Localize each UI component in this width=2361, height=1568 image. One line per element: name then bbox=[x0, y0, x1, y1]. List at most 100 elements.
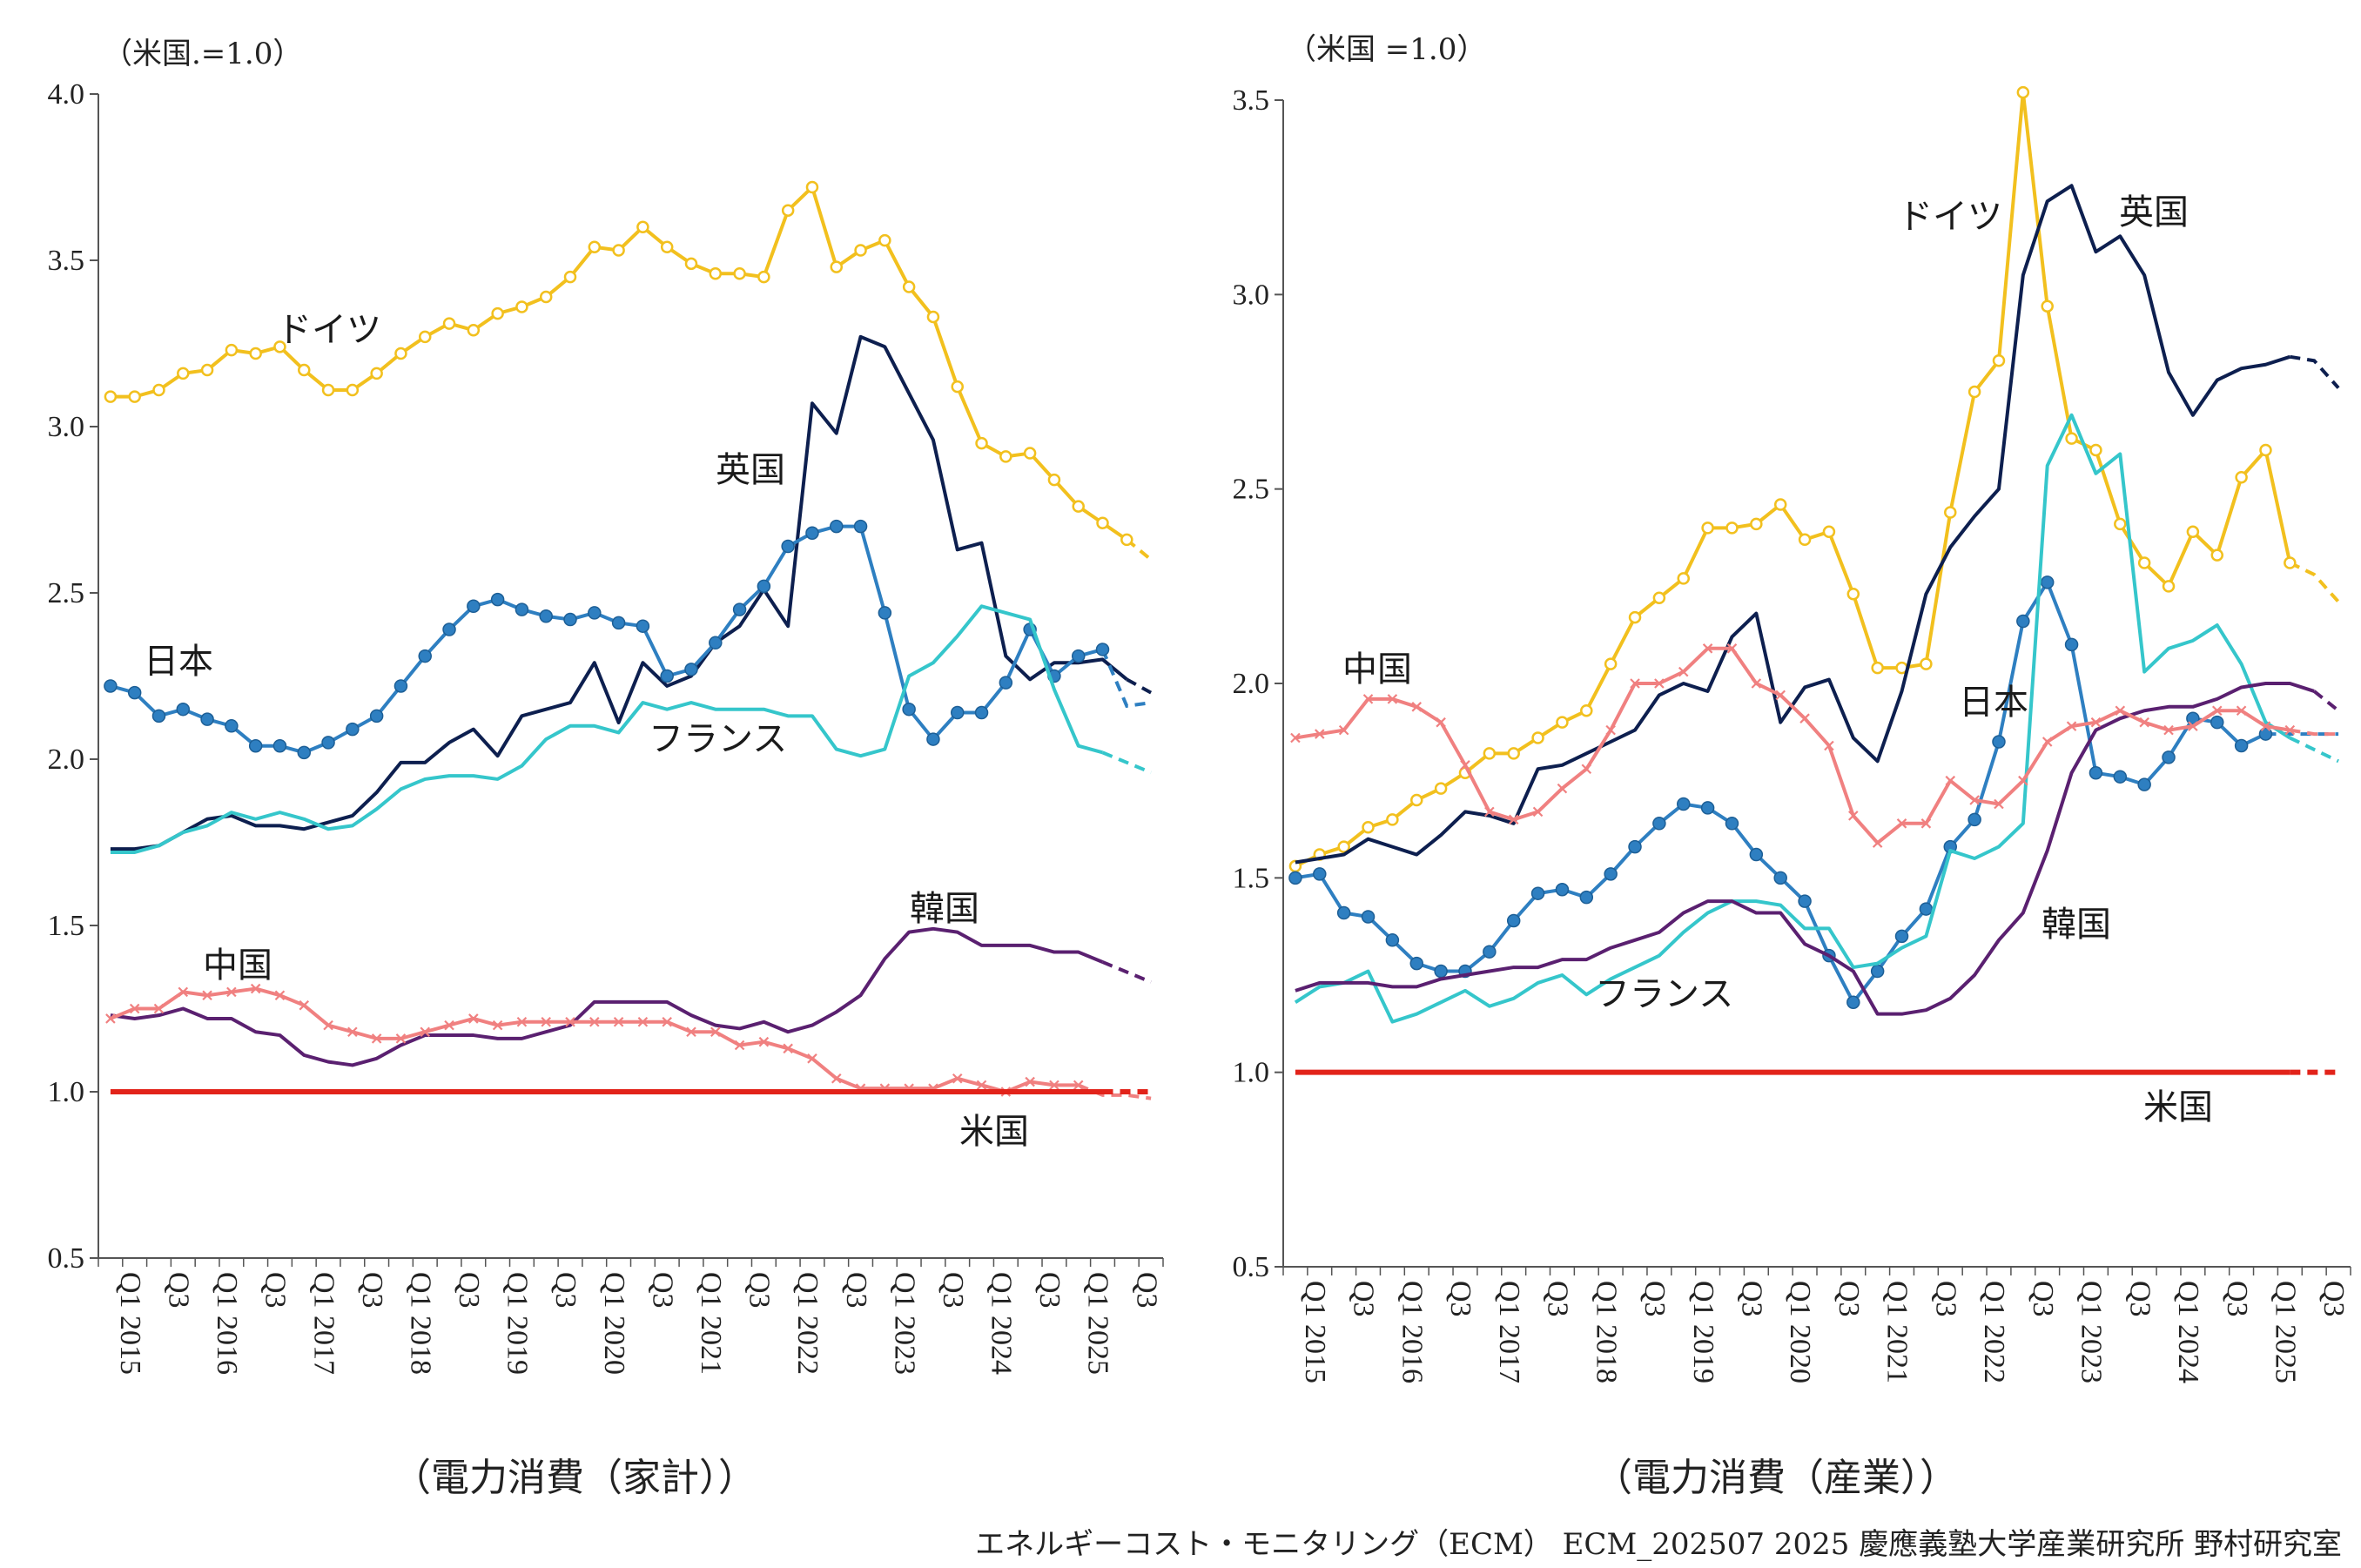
chart-household: 0.5 1.0 1.5 2.0 2.5 3.0 3.5 4.0 Q1 2015 Q3 Q1 2016… bbox=[48, 37, 1164, 1500]
data-point bbox=[1896, 818, 1907, 829]
x-tick-label: Q1 2017 bbox=[1493, 1281, 1525, 1383]
data-point bbox=[1726, 643, 1738, 654]
chart-title: （電力消費（産業）） bbox=[1594, 1456, 1958, 1500]
data-point bbox=[1096, 516, 1109, 530]
x-tick-label: Q1 2024 bbox=[2172, 1281, 2204, 1383]
series-label: 韓国 bbox=[2041, 905, 2111, 945]
data-point bbox=[1095, 643, 1110, 656]
data-point bbox=[1677, 797, 1691, 811]
data-point bbox=[878, 233, 891, 247]
data-point bbox=[781, 204, 795, 217]
series-中国 bbox=[1290, 643, 2339, 848]
data-point bbox=[176, 702, 191, 717]
x-tick-label: Q3 bbox=[2221, 1281, 2253, 1317]
data-point bbox=[490, 592, 505, 607]
data-point bbox=[1700, 801, 1715, 815]
x-tick-label: Q3 bbox=[1735, 1281, 1767, 1317]
data-point bbox=[1605, 724, 1616, 736]
data-point bbox=[394, 679, 408, 693]
data-point bbox=[467, 599, 481, 614]
data-point bbox=[468, 1013, 479, 1024]
data-point bbox=[1725, 817, 1739, 831]
data-point bbox=[2186, 525, 2200, 539]
data-point bbox=[660, 669, 674, 683]
data-point bbox=[370, 367, 383, 380]
x-tick-label: Q1 2024 bbox=[985, 1272, 1018, 1375]
data-point bbox=[2066, 721, 2077, 731]
data-point bbox=[1434, 964, 1448, 979]
data-point bbox=[831, 1073, 842, 1084]
data-point bbox=[1702, 643, 1713, 654]
y-tick-label: 3.5 bbox=[1233, 84, 1270, 117]
data-point bbox=[588, 240, 602, 253]
x-tick-label: Q1 2018 bbox=[1590, 1281, 1622, 1383]
data-point bbox=[975, 436, 988, 450]
data-point bbox=[612, 244, 625, 257]
series-label: 韓国 bbox=[910, 889, 979, 929]
x-tick-label: Q3 bbox=[259, 1272, 292, 1309]
data-point bbox=[1555, 882, 1570, 897]
series-line-projection bbox=[1126, 677, 1153, 695]
data-point bbox=[854, 244, 867, 257]
data-point bbox=[491, 306, 504, 320]
series-label: フランス bbox=[649, 719, 787, 759]
data-point bbox=[1652, 817, 1666, 831]
footer-credit: エネルギーコスト・モニタリング（ECM） ECM_202507 2025 慶應義… bbox=[975, 1527, 2342, 1562]
x-tick-label: Q1 2022 bbox=[791, 1272, 824, 1375]
data-point bbox=[710, 1026, 721, 1038]
data-point bbox=[1919, 902, 1934, 916]
data-point bbox=[732, 602, 747, 616]
chart-title: （電力消費（家計）） bbox=[393, 1456, 757, 1500]
data-point bbox=[758, 1036, 770, 1047]
data-point bbox=[2211, 705, 2223, 717]
data-point bbox=[323, 1020, 333, 1031]
data-point bbox=[2188, 721, 2198, 731]
data-point bbox=[541, 1017, 551, 1027]
data-point bbox=[853, 519, 868, 534]
x-tick-label: Q3 bbox=[1833, 1281, 1865, 1317]
x-tick-label: Q3 bbox=[1542, 1281, 1574, 1317]
series-label: 英国 bbox=[2119, 192, 2189, 232]
data-point bbox=[1628, 839, 1642, 854]
data-point bbox=[1434, 782, 1448, 795]
data-point bbox=[444, 1020, 454, 1031]
data-point bbox=[105, 1013, 116, 1024]
data-point bbox=[974, 705, 989, 720]
data-point bbox=[1798, 894, 1812, 908]
data-point bbox=[1385, 933, 1400, 947]
data-point bbox=[902, 280, 916, 293]
data-point bbox=[636, 619, 650, 633]
chart-industry: 0.5 1.0 1.5 2.0 2.5 3.0 3.5 Q1 2015 Q3 Q1 2016 Q3 Q… bbox=[1233, 32, 2351, 1500]
data-point bbox=[1799, 713, 1810, 723]
data-point bbox=[1409, 956, 1423, 971]
x-tick-label: Q3 bbox=[1033, 1272, 1066, 1309]
data-point bbox=[660, 240, 674, 253]
data-point bbox=[1530, 886, 1545, 900]
data-point bbox=[1652, 591, 1666, 604]
data-point bbox=[757, 579, 771, 594]
x-tick-label: Q1 2019 bbox=[1687, 1281, 1719, 1383]
y-tick-label: 2.5 bbox=[1233, 474, 1270, 506]
data-point bbox=[1750, 517, 1763, 531]
data-point bbox=[2065, 432, 2078, 445]
data-point bbox=[1773, 498, 1787, 511]
x-tick-label: Q1 2020 bbox=[1784, 1281, 1816, 1383]
data-point bbox=[1773, 871, 1787, 885]
data-point bbox=[2016, 614, 2030, 629]
data-point bbox=[1410, 793, 1423, 807]
data-point bbox=[733, 267, 746, 280]
data-point bbox=[1047, 473, 1061, 487]
series-line-projection bbox=[1101, 960, 1152, 984]
data-point bbox=[588, 606, 602, 620]
data-point bbox=[1824, 740, 1834, 751]
data-point bbox=[395, 1033, 407, 1044]
x-tick-label: Q3 bbox=[453, 1272, 485, 1309]
data-point bbox=[1604, 657, 1618, 670]
data-point bbox=[274, 990, 286, 1000]
data-point bbox=[467, 323, 481, 337]
data-point bbox=[999, 676, 1013, 690]
x-tick-label: Q1 2016 bbox=[211, 1272, 243, 1375]
data-point bbox=[321, 736, 335, 750]
data-point bbox=[1822, 525, 1836, 539]
series-フランス bbox=[1294, 413, 2339, 1024]
